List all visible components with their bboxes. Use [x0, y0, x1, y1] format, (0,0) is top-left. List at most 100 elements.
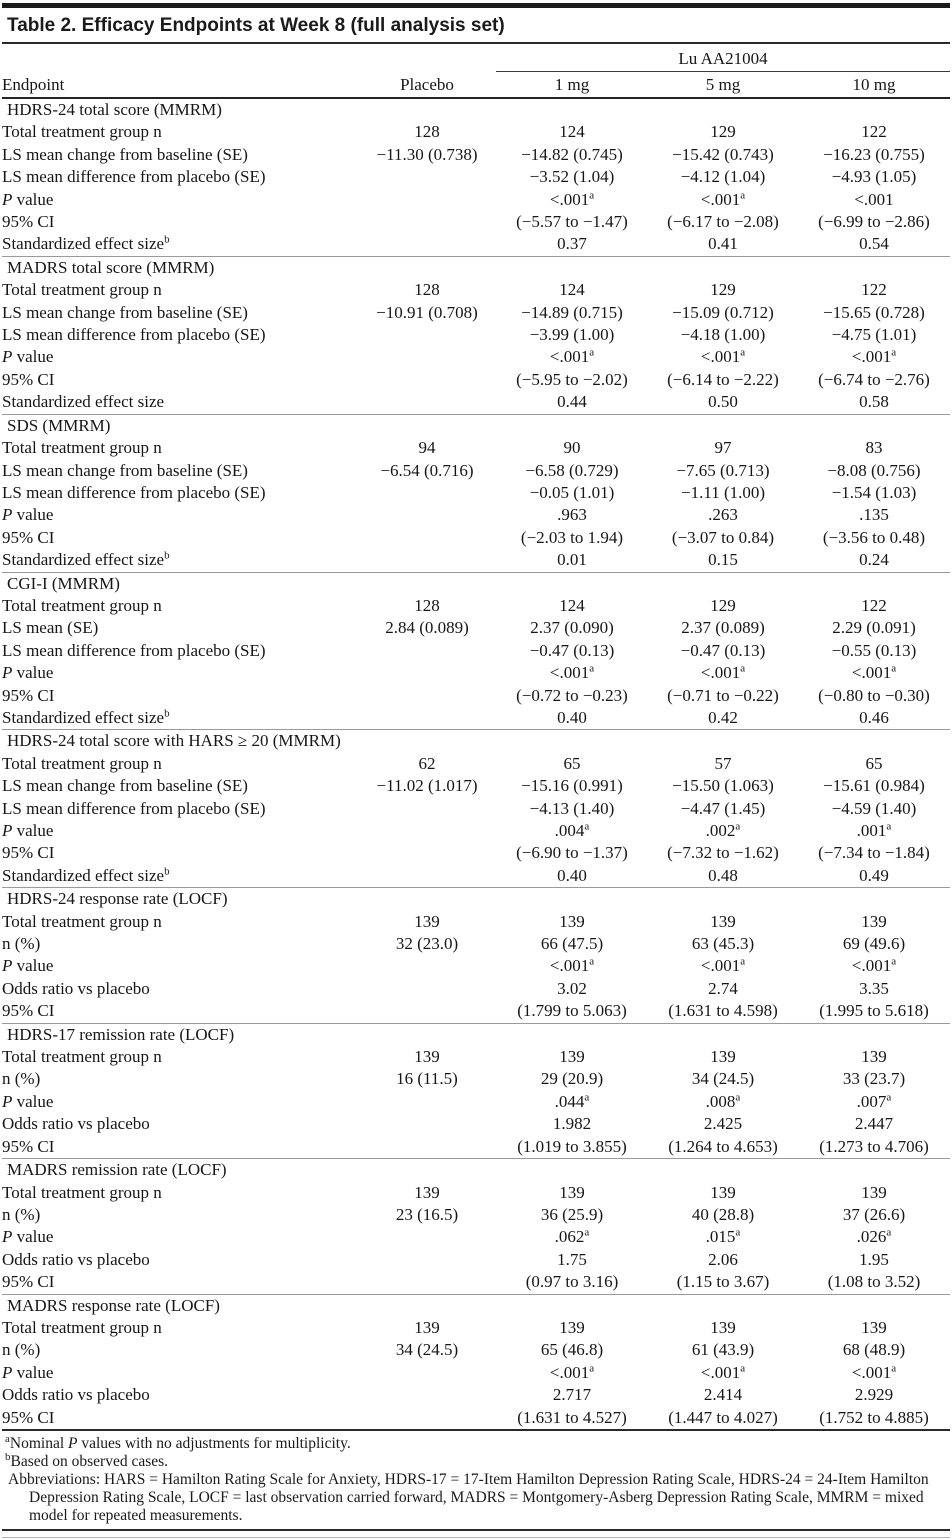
row-label: LS mean (SE)	[2, 618, 99, 638]
table-row: P value <.001a <.001a <.001a	[2, 662, 950, 684]
cell-value: 1.75	[557, 1249, 587, 1269]
table-row: P value <.001a <.001a <.001a	[2, 346, 950, 368]
cell-value: 83	[865, 438, 883, 458]
cell-value: 34 (24.5)	[395, 1340, 459, 1360]
footnote-line: aNominal P values with no adjustments fo…	[5, 1432, 351, 1452]
table-row: 95% CI (−5.57 to −1.47) (−6.17 to −2.08) (−…	[2, 211, 950, 233]
cell-value: −11.30 (0.738)	[376, 144, 478, 164]
cell-value: 2.37 (0.090)	[530, 618, 614, 638]
row-label: 95% CI	[2, 1407, 55, 1427]
row-label: n (%)	[2, 1069, 41, 1089]
cell-value: <.001a	[700, 188, 746, 209]
cell-value: 16 (11.5)	[396, 1069, 458, 1089]
cell-value: (1.995 to 5.618)	[819, 1001, 929, 1021]
cell-value: 63 (45.3)	[691, 934, 755, 954]
row-label: Total treatment group n	[2, 122, 162, 142]
table-body: HDRS-24 total score (MMRM) Total treatmen…	[2, 98, 950, 1429]
cell-value: 3.35	[859, 978, 889, 998]
drug-group-row: Lu AA21004	[2, 46, 950, 72]
row-label: 95% CI	[2, 685, 55, 705]
cell-value: −15.42 (0.743)	[672, 144, 774, 164]
table-row: P value <.001a <.001a <.001	[2, 189, 950, 211]
row-label: Standardized effect sizeb	[2, 233, 170, 254]
cell-value	[358, 842, 496, 864]
cell-value: −3.52 (1.04)	[529, 167, 615, 187]
table-row: P value .963 .263 .135	[2, 504, 950, 526]
cell-value: 128	[414, 280, 440, 300]
cell-value: <.001a	[851, 346, 897, 367]
cell-value: (1.799 to 5.063)	[517, 1001, 627, 1021]
table-row: n (%) 16 (11.5) 29 (20.9) 34 (24.5) 33 (23.7…	[2, 1068, 950, 1090]
table-row: Standardized effect sizeb 0.01 0.15 0.24	[2, 549, 950, 572]
section-header-row: HDRS-24 total score with HARS ≥ 20 (MMRM…	[2, 729, 950, 753]
cell-value: 3.02	[557, 978, 587, 998]
cell-value	[358, 324, 496, 346]
section-title: SDS (MMRM)	[2, 413, 950, 438]
row-label: LS mean difference from placebo (SE)	[2, 325, 266, 345]
cell-value	[358, 549, 496, 572]
cell-value: <.001a	[851, 1362, 897, 1382]
cell-value: 40 (28.8)	[691, 1204, 755, 1224]
cell-value: −15.50 (1.063)	[672, 776, 774, 796]
column-header-5mg: 5 mg	[648, 71, 798, 99]
row-label: 95% CI	[2, 1001, 55, 1021]
row-label: 95% CI	[2, 527, 55, 547]
cell-value: 0.40	[557, 707, 587, 727]
cell-value: −0.05 (1.01)	[529, 482, 615, 502]
drug-group-cell: Lu AA21004	[496, 46, 950, 72]
cell-value: 69 (49.6)	[842, 934, 906, 954]
cell-value	[358, 1226, 496, 1248]
cell-value: −11.02 (1.017)	[376, 776, 478, 796]
table-row: LS mean difference from placebo (SE) −3.5…	[2, 166, 950, 188]
row-label: Total treatment group n	[2, 753, 162, 773]
cell-value: 2.06	[708, 1249, 738, 1269]
table-row: LS mean difference from placebo (SE) −0.0…	[2, 482, 950, 504]
row-label: P value	[2, 1091, 54, 1111]
row-label: LS mean difference from placebo (SE)	[2, 167, 266, 187]
table-row: Odds ratio vs placebo 1.982 2.425 2.447	[2, 1113, 950, 1135]
footnote-line: bBased on observed cases.	[5, 1450, 169, 1470]
cell-value: 1.95	[859, 1249, 889, 1269]
cell-value: 57	[714, 753, 732, 773]
cell-value: 2.37 (0.089)	[681, 618, 765, 638]
table-row: LS mean change from baseline (SE) −10.91 …	[2, 302, 950, 324]
table-row: n (%) 34 (24.5) 65 (46.8) 61 (43.9) 68 (48.9…	[2, 1339, 950, 1361]
table-row: 95% CI (−5.95 to −2.02) (−6.14 to −2.22) (−…	[2, 369, 950, 391]
cell-value	[358, 820, 496, 842]
cell-value: (1.15 to 3.67)	[676, 1272, 770, 1292]
cell-value: −15.16 (0.991)	[521, 776, 623, 796]
row-label: LS mean change from baseline (SE)	[2, 460, 248, 480]
cell-value: (−3.56 to 0.48)	[822, 527, 926, 547]
cell-value: 1.982	[552, 1114, 592, 1134]
cell-value: (1.273 to 4.706)	[819, 1136, 929, 1156]
cell-value: .263	[708, 505, 738, 525]
cell-value: 139	[710, 1047, 736, 1067]
cell-value: 90	[563, 438, 581, 458]
cell-value: 0.37	[557, 234, 587, 254]
cell-value	[358, 1136, 496, 1159]
row-label: 95% CI	[2, 1136, 55, 1156]
cell-value: <.001a	[549, 1362, 595, 1382]
cell-value: 2.29 (0.091)	[832, 618, 916, 638]
section-header-row: CGI-I (MMRM)	[2, 571, 950, 595]
cell-value: 0.46	[859, 707, 889, 727]
cell-value: (−2.03 to 1.94)	[520, 527, 624, 547]
cell-value: 2.84 (0.089)	[385, 618, 469, 638]
cell-value: 23 (16.5)	[395, 1204, 459, 1224]
section-title: MADRS response rate (LOCF)	[2, 1293, 950, 1317]
table-row: Total treatment group n 139 139 139 139	[2, 911, 950, 933]
cell-value: −0.47 (0.13)	[529, 640, 615, 660]
cell-value: .135	[859, 505, 889, 525]
cell-value: −14.89 (0.715)	[521, 302, 623, 322]
cell-value: 66 (47.5)	[540, 934, 604, 954]
cell-value	[358, 1271, 496, 1294]
row-label: Standardized effect sizeb	[2, 549, 170, 570]
cell-value: <.001a	[700, 955, 746, 976]
table-row: P value .004a .002a .001a	[2, 820, 950, 842]
cell-value: .001a	[856, 820, 892, 840]
row-label: P value	[2, 347, 54, 367]
row-label: Standardized effect sizeb	[2, 865, 170, 885]
cell-value: (−6.17 to −2.08)	[667, 212, 779, 232]
row-label: LS mean difference from placebo (SE)	[2, 640, 266, 660]
cell-value: 139	[414, 1047, 440, 1067]
